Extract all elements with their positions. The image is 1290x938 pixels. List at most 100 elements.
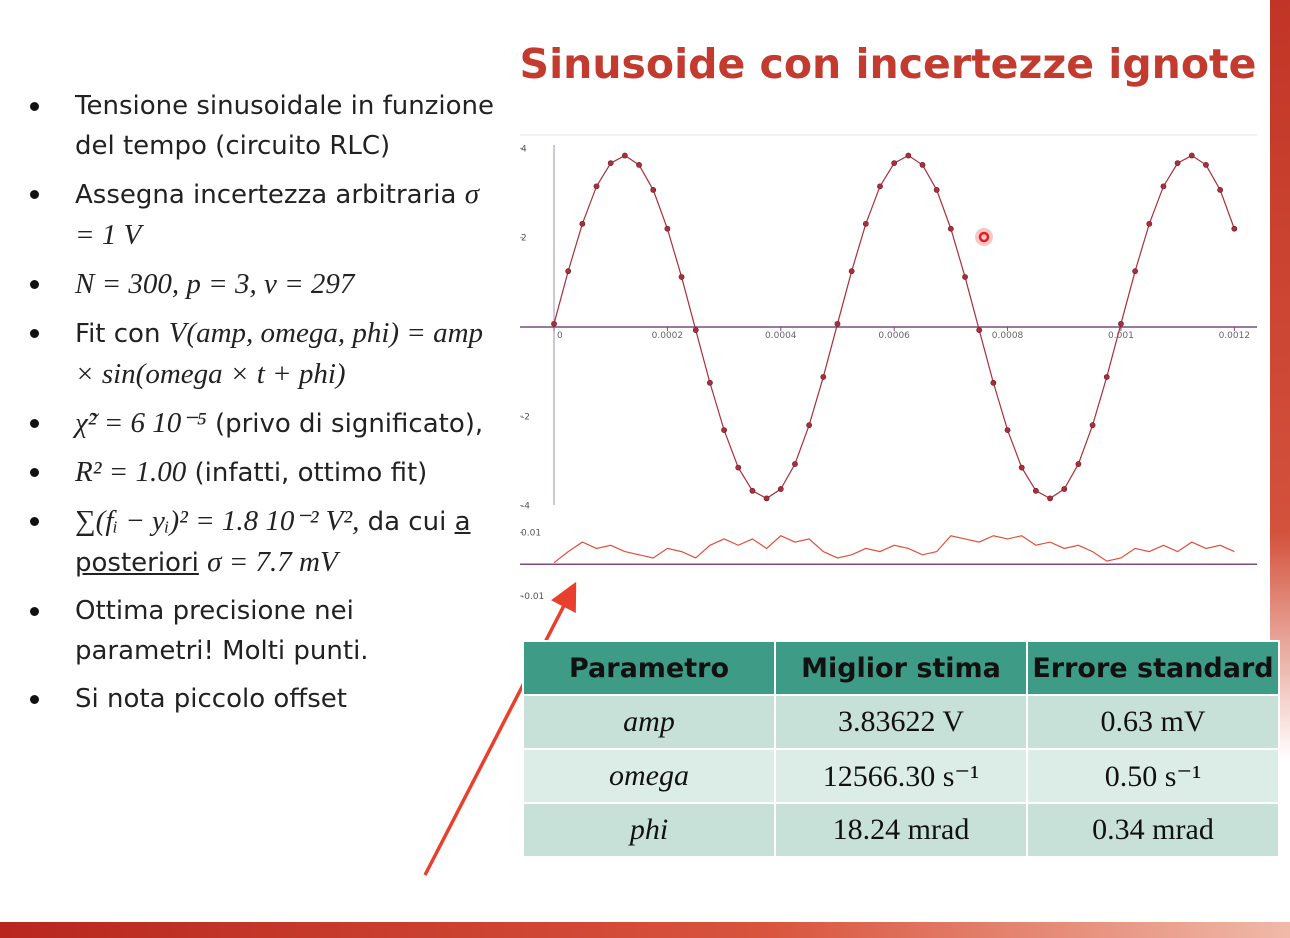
data-point <box>1061 486 1068 492</box>
cell: 18.24 mrad <box>774 802 1028 858</box>
arrow <box>423 581 577 876</box>
math-text: σ = 1 V <box>75 178 480 251</box>
edge-bar <box>1270 0 1290 760</box>
x-tick-label: 0.0004 <box>765 331 797 341</box>
residual-plot: 0.01 -0.01 <box>520 529 1257 602</box>
cell: amp <box>522 694 776 750</box>
data-point <box>919 162 926 168</box>
data-point <box>905 152 912 159</box>
data-point <box>1018 464 1025 471</box>
bullet: R² = 1.00 (infatti, ottimo fit) <box>28 452 498 493</box>
data-point <box>1075 461 1082 467</box>
data-point <box>607 160 614 167</box>
data-point <box>1188 152 1195 159</box>
data-point <box>1203 162 1209 168</box>
cursor-halo <box>975 228 993 246</box>
data-point <box>593 183 600 190</box>
results-table: Parametro Miglior stima Errore standard amp… <box>522 640 1280 858</box>
data-point <box>1217 187 1224 193</box>
cell: 12566.30 s⁻¹ <box>774 748 1028 804</box>
data-point <box>763 495 770 502</box>
y-tick-label: -4 <box>521 502 530 512</box>
data-point <box>891 160 898 167</box>
x-tick-label: 0.0002 <box>652 331 684 341</box>
data-point <box>947 225 954 232</box>
footer-bar <box>0 922 1290 938</box>
data-point <box>1174 160 1181 167</box>
bullet-list: Tensione sinusoidale in funzione del tem… <box>28 86 498 727</box>
cell: 0.34 mrad <box>1026 802 1280 858</box>
math-text: N = 300, p = 3, ν = 297 <box>75 268 355 300</box>
bullet: Ottima precisione nei parametri! Molti p… <box>28 591 498 671</box>
cell: 0.50 s⁻¹ <box>1026 748 1280 804</box>
y-tick-label: 0.01 <box>521 529 541 539</box>
data-point <box>650 187 657 193</box>
data-point <box>678 274 685 280</box>
math-text: σ = 7.7 mV <box>207 546 338 578</box>
cell: omega <box>522 748 776 804</box>
data-point <box>933 187 940 193</box>
bullet-text: Assegna incertezza arbitraria <box>75 180 457 210</box>
slide-title: Sinusoide con incertezze ignote <box>519 40 1257 88</box>
data-point <box>579 220 586 227</box>
data-point <box>636 162 642 168</box>
fit-plot: 0 0.0002 0.0004 0.0006 0.0008 0.001 0.0012 4 2 -2… <box>520 144 1257 512</box>
data-point <box>565 268 572 275</box>
data-point <box>664 225 671 232</box>
math-text: V(amp, omega, phi) = amp × sin(omega × t… <box>75 317 484 390</box>
bullet: Assegna incertezza arbitraria σ = 1 V <box>28 174 498 256</box>
row: phi 18.24 mrad 0.34 mrad <box>522 802 1280 858</box>
header-cell: Miglior stima <box>774 640 1028 696</box>
bullet-text: Tensione sinusoidale in funzione del tem… <box>75 91 495 161</box>
data-point <box>1089 422 1096 429</box>
cell: 0.63 mV <box>1026 694 1280 750</box>
data-point <box>749 487 756 494</box>
data-point <box>962 274 968 280</box>
y-tick-label: 4 <box>521 144 527 154</box>
data-point <box>976 327 983 333</box>
bullet: χ̃² = 6 10⁻⁵ (privo di significato), <box>28 403 498 444</box>
data-point <box>848 268 855 275</box>
header-cell: Parametro <box>522 640 776 696</box>
data-point <box>721 427 727 433</box>
x-tick-label: 0.0008 <box>992 331 1024 341</box>
bullet-text: da cui <box>367 507 447 537</box>
data-point <box>1231 225 1238 232</box>
data-point <box>862 220 869 227</box>
data-point <box>707 379 713 386</box>
bullet: N = 300, p = 3, ν = 297 <box>28 264 498 305</box>
bullet: Tensione sinusoidale in funzione del tem… <box>28 86 498 166</box>
math-text: ∑(fᵢ − yᵢ)² = 1.8 10⁻² V², <box>75 505 360 537</box>
data-point <box>621 152 628 159</box>
x-tick-label: 0.001 <box>1108 331 1134 341</box>
row: omega 12566.30 s⁻¹ 0.50 s⁻¹ <box>522 748 1280 804</box>
x-tick-label: 0 <box>557 331 563 341</box>
data-point <box>1004 427 1011 433</box>
data-point <box>1047 495 1053 502</box>
bullet-text: Fit con <box>75 319 161 349</box>
header-cell: Errore standard <box>1026 640 1280 696</box>
data-point <box>820 374 827 380</box>
bullet-text: Si nota piccolo offset <box>75 684 347 714</box>
cell: 3.83622 V <box>774 694 1028 750</box>
data-point <box>1118 320 1124 327</box>
bullet-text: a posteriori <box>75 507 471 578</box>
math-text: R² = 1.00 <box>75 456 187 488</box>
bullet-text: (infatti, ottimo fit) <box>194 458 428 488</box>
math-text: χ̃² = 6 10⁻⁵ <box>75 407 207 439</box>
data-point <box>1146 220 1153 227</box>
y-tick-label: -0.01 <box>521 592 544 602</box>
data-point <box>834 320 841 327</box>
cell: phi <box>522 802 776 858</box>
data-point <box>877 183 883 190</box>
bullet: Fit con V(amp, omega, phi) = amp × sin(o… <box>28 313 498 395</box>
y-tick-label: 2 <box>521 234 527 244</box>
data-point <box>551 320 557 327</box>
bullet-text: (privo di significato), <box>214 409 484 439</box>
data-point <box>1132 268 1139 275</box>
cursor <box>978 231 990 243</box>
residual-line <box>553 535 1235 564</box>
data-point <box>1033 487 1039 494</box>
